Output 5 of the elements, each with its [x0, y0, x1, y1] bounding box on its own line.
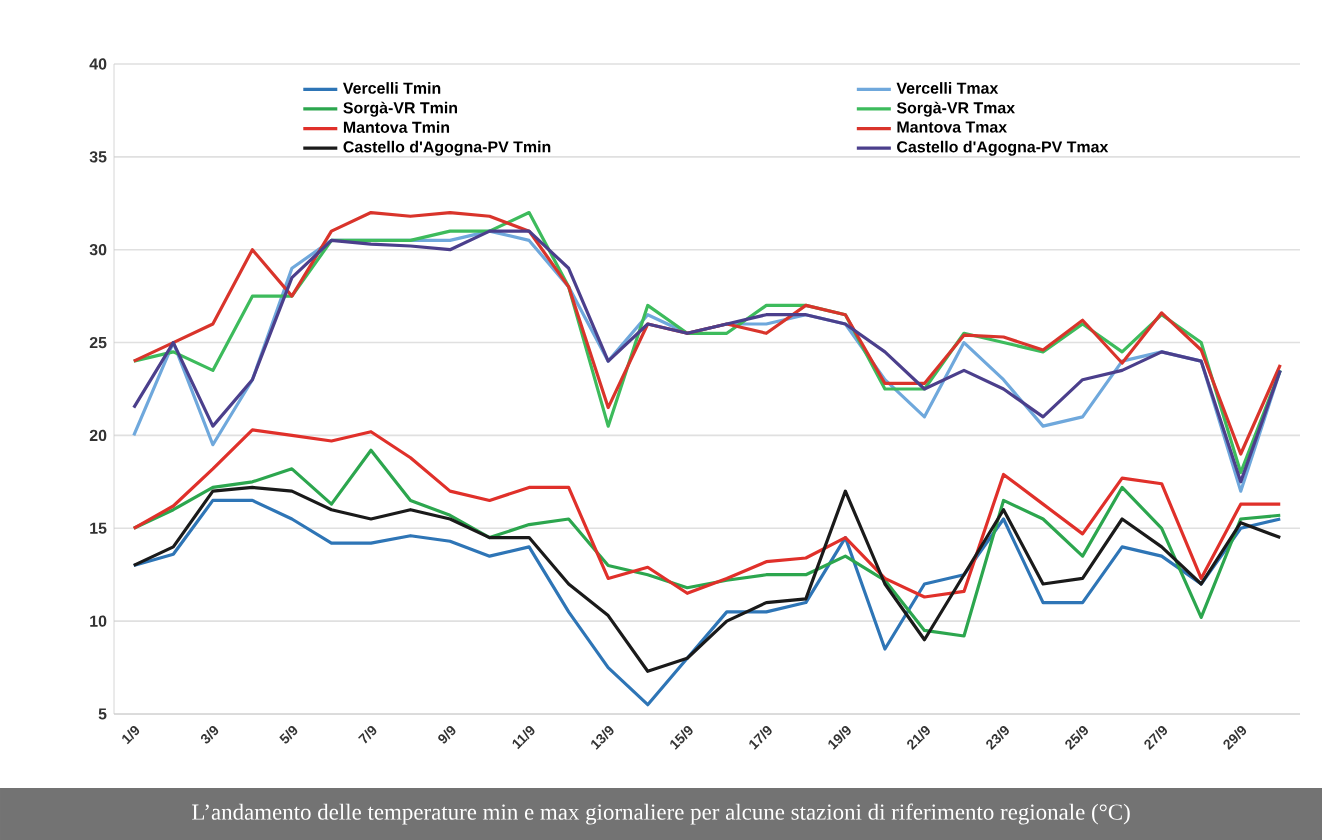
text: L’andamento delle temperature min e max giornaliere per alcune stazioni di riferimento regionale (°C): [192, 803, 1130, 825]
line-series: [132, 428, 1282, 599]
line-series: [132, 448, 1282, 638]
line-series: [132, 485, 1282, 673]
line-series: [132, 498, 1282, 707]
